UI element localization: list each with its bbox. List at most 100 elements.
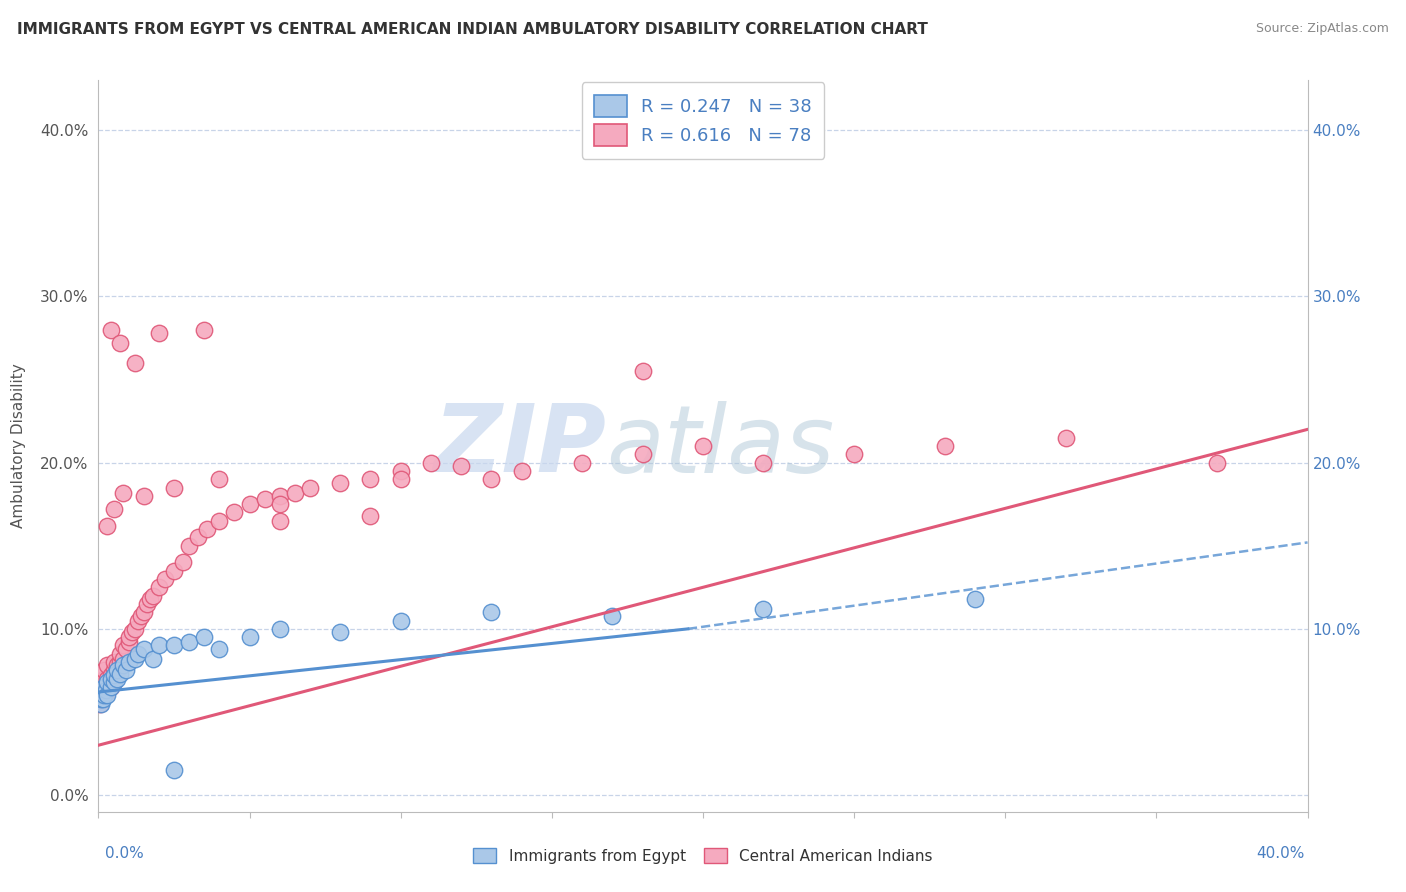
Point: [118, 655, 141, 669]
Point: [692, 439, 714, 453]
Point: [239, 630, 262, 644]
Point: [90, 689, 112, 703]
Point: [100, 680, 122, 694]
Point: [90, 691, 112, 706]
Point: [114, 664, 136, 678]
Point: [208, 641, 231, 656]
Point: [90, 675, 112, 690]
Point: [111, 485, 134, 500]
Point: [93, 680, 115, 694]
Point: [96, 518, 118, 533]
Point: [91, 689, 114, 703]
Point: [90, 691, 112, 706]
Point: [103, 664, 125, 678]
Point: [329, 625, 352, 640]
Point: [111, 658, 134, 673]
Point: [100, 672, 122, 686]
Point: [631, 364, 654, 378]
Point: [389, 472, 412, 486]
Point: [179, 635, 201, 649]
Point: [571, 456, 593, 470]
Point: [91, 685, 114, 699]
Point: [103, 668, 125, 682]
Point: [224, 506, 246, 520]
Point: [135, 597, 157, 611]
Point: [124, 622, 146, 636]
Point: [208, 472, 231, 486]
Point: [114, 641, 136, 656]
Point: [1054, 431, 1077, 445]
Point: [934, 439, 956, 453]
Point: [360, 508, 382, 523]
Point: [631, 447, 654, 461]
Point: [844, 447, 866, 461]
Point: [179, 539, 201, 553]
Point: [132, 641, 155, 656]
Point: [269, 497, 291, 511]
Point: [510, 464, 533, 478]
Point: [253, 492, 276, 507]
Point: [96, 672, 118, 686]
Point: [105, 672, 128, 686]
Point: [132, 605, 155, 619]
Text: 0.0%: 0.0%: [105, 847, 145, 861]
Point: [148, 580, 170, 594]
Point: [103, 655, 125, 669]
Point: [389, 614, 412, 628]
Point: [111, 652, 134, 666]
Point: [105, 668, 128, 682]
Point: [481, 472, 503, 486]
Point: [360, 472, 382, 486]
Point: [103, 675, 125, 690]
Point: [96, 658, 118, 673]
Point: [269, 514, 291, 528]
Point: [420, 456, 443, 470]
Point: [93, 664, 115, 678]
Point: [129, 608, 152, 623]
Point: [127, 614, 149, 628]
Point: [127, 647, 149, 661]
Point: [329, 475, 352, 490]
Point: [124, 356, 146, 370]
Point: [239, 497, 262, 511]
Point: [96, 675, 118, 690]
Point: [142, 589, 165, 603]
Point: [105, 664, 128, 678]
Point: [132, 489, 155, 503]
Point: [100, 680, 122, 694]
Point: [752, 456, 775, 470]
Point: [269, 489, 291, 503]
Text: atlas: atlas: [606, 401, 835, 491]
Point: [187, 530, 209, 544]
Point: [193, 630, 215, 644]
Point: [108, 647, 131, 661]
Point: [481, 605, 503, 619]
Point: [195, 522, 218, 536]
Point: [142, 652, 165, 666]
Point: [105, 658, 128, 673]
Point: [103, 675, 125, 690]
Point: [193, 323, 215, 337]
Point: [93, 672, 115, 686]
Point: [148, 326, 170, 340]
Point: [389, 464, 412, 478]
Point: [208, 514, 231, 528]
Point: [752, 602, 775, 616]
Point: [965, 591, 987, 606]
Text: 40.0%: 40.0%: [1257, 847, 1305, 861]
Point: [108, 335, 131, 350]
Text: IMMIGRANTS FROM EGYPT VS CENTRAL AMERICAN INDIAN AMBULATORY DISABILITY CORRELATI: IMMIGRANTS FROM EGYPT VS CENTRAL AMERICA…: [17, 22, 928, 37]
Legend: Immigrants from Egypt, Central American Indians: Immigrants from Egypt, Central American …: [467, 842, 939, 870]
Point: [602, 608, 624, 623]
Point: [148, 639, 170, 653]
Point: [100, 668, 122, 682]
Point: [153, 572, 176, 586]
Point: [108, 666, 131, 681]
Point: [1206, 456, 1229, 470]
Point: [139, 591, 162, 606]
Point: [118, 630, 141, 644]
Point: [163, 564, 186, 578]
Point: [284, 485, 307, 500]
Point: [450, 458, 472, 473]
Point: [111, 639, 134, 653]
